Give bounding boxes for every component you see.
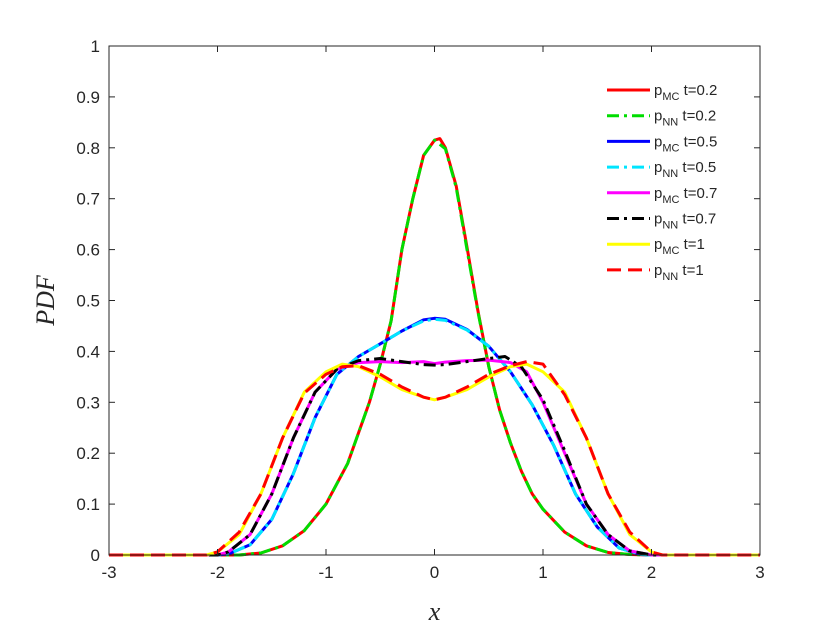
- legend-label-main: p: [654, 108, 662, 125]
- series-line-3: [109, 317, 760, 557]
- legend-entry-2: pMC t=0.5: [654, 133, 717, 154]
- legend-label-subscript: NN: [662, 271, 678, 283]
- legend-label-main: p: [654, 262, 662, 279]
- legend-label-subscript: MC: [662, 245, 679, 257]
- series-line-1: [109, 138, 760, 557]
- legend-label-subscript: MC: [662, 194, 679, 206]
- plot-area: [109, 46, 760, 555]
- x-tick-label: -1: [318, 563, 333, 582]
- x-tick-label: 1: [538, 563, 547, 582]
- y-tick-label: 0.4: [76, 342, 100, 361]
- series-layer: [109, 137, 760, 557]
- legend-label-subscript: NN: [662, 220, 678, 232]
- legend-label-main: p: [654, 185, 662, 202]
- legend-label-suffix: t=0.5: [678, 159, 716, 176]
- legend-label-main: p: [654, 82, 662, 99]
- legend-label-suffix: t=0.2: [679, 82, 717, 99]
- y-tick-label: 0: [91, 546, 100, 565]
- y-tick-label: 1: [91, 37, 100, 56]
- legend-label-main: p: [654, 133, 662, 150]
- legend-entry-0: pMC t=0.2: [654, 82, 717, 103]
- legend-entry-6: pMC t=1: [654, 236, 705, 257]
- y-tick-label: 0.6: [76, 241, 100, 260]
- y-tick-label: 0.8: [76, 139, 100, 158]
- y-axis-label: PDF: [31, 274, 60, 327]
- legend-label-subscript: MC: [662, 142, 679, 154]
- legend-label-suffix: t=0.2: [678, 108, 716, 125]
- x-tick-label: -2: [210, 563, 225, 582]
- legend-entry-1: pNN t=0.2: [654, 108, 716, 129]
- ticks-layer: -3 -2 -1 0 1 2 3 0 0.1 0.2 0.3 0.4 0.5 0.6 0.7 0.8 0.9 1: [76, 37, 764, 582]
- x-tick-label: -3: [101, 563, 116, 582]
- legend-entry-4: pMC t=0.7: [654, 185, 717, 206]
- legend-label-subscript: MC: [662, 91, 679, 103]
- y-tick-label: 0.5: [76, 292, 100, 311]
- legend-entry-7: pNN t=1: [654, 262, 704, 283]
- legend-label-main: p: [654, 236, 662, 253]
- x-tick-label: 3: [755, 563, 764, 582]
- y-tick-label: 0.2: [76, 444, 100, 463]
- y-tick-label: 0.1: [76, 495, 100, 514]
- x-axis-label: x: [428, 597, 441, 626]
- y-tick-label: 0.3: [76, 393, 100, 412]
- legend-entry-3: pNN t=0.5: [654, 159, 716, 180]
- series-line-5: [109, 355, 760, 557]
- legend-label-suffix: t=0.7: [678, 211, 716, 228]
- legend-label-main: p: [654, 211, 662, 228]
- legend-label-subscript: NN: [662, 168, 678, 180]
- y-tick-label: 0.9: [76, 88, 100, 107]
- legend-label-suffix: t=1: [678, 262, 703, 279]
- x-tick-label: 0: [430, 563, 439, 582]
- x-tick-label: 2: [647, 563, 656, 582]
- legend-entry-5: pNN t=0.7: [654, 211, 716, 232]
- legend-label-subscript: NN: [662, 117, 678, 129]
- legend-label-suffix: t=0.7: [679, 185, 717, 202]
- series-line-7: [109, 360, 760, 557]
- legend-label-main: p: [654, 159, 662, 176]
- legend-label-suffix: t=1: [679, 236, 704, 253]
- legend-label-suffix: t=0.5: [679, 133, 717, 150]
- y-tick-label: 0.7: [76, 190, 100, 209]
